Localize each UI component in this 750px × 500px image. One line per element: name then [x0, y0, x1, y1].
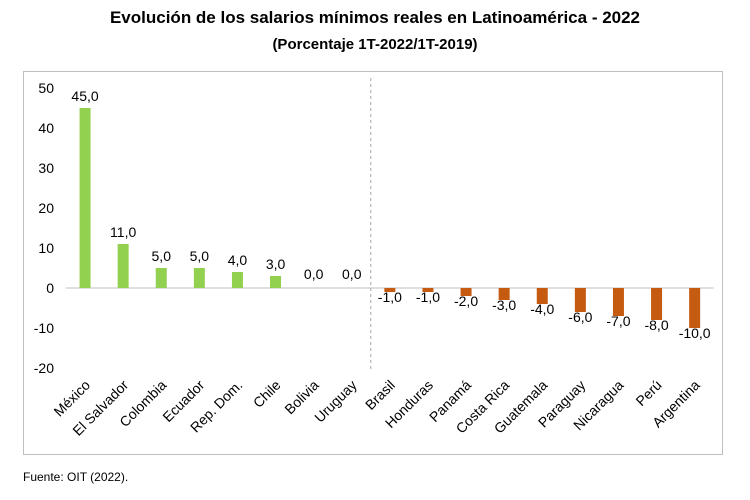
- value-label: -1,0: [378, 289, 402, 305]
- value-label: -3,0: [492, 297, 516, 313]
- chart-title: Evolución de los salarios mínimos reales…: [109, 8, 641, 27]
- y-tick-label: 20: [38, 200, 54, 216]
- y-tick-label: 40: [38, 120, 54, 136]
- value-label: 45,0: [71, 88, 98, 104]
- y-tick-label: 30: [38, 160, 54, 176]
- y-tick-label: 0: [46, 280, 54, 296]
- value-label: -10,0: [679, 325, 711, 341]
- value-label: 0,0: [342, 266, 362, 282]
- bar: [117, 244, 129, 288]
- value-label: -8,0: [644, 317, 668, 333]
- value-label: -2,0: [454, 293, 478, 309]
- x-tick-label: Perú: [632, 377, 664, 409]
- bar: [536, 288, 548, 304]
- bar: [612, 288, 624, 316]
- chart-frame: [23, 71, 723, 455]
- x-tick-label: Brasil: [362, 377, 398, 413]
- y-tick-label: -10: [34, 320, 54, 336]
- value-label: -7,0: [606, 313, 630, 329]
- y-tick-label: 50: [38, 80, 54, 96]
- bar: [460, 288, 472, 296]
- value-label: -4,0: [530, 301, 554, 317]
- bar: [79, 108, 91, 288]
- bar: [574, 288, 586, 312]
- x-tick-label: Uruguay: [311, 377, 360, 426]
- value-label: -6,0: [568, 309, 592, 325]
- value-label: -1,0: [416, 289, 440, 305]
- bar: [193, 268, 205, 288]
- bar: [384, 288, 396, 292]
- bar: [155, 268, 167, 288]
- bar: [231, 272, 243, 288]
- value-label: 11,0: [110, 224, 136, 240]
- value-label: 3,0: [266, 256, 286, 272]
- bar: [498, 288, 510, 300]
- bar: [270, 276, 282, 288]
- bar: [651, 288, 663, 320]
- source-note: Fuente: OIT (2022).: [23, 470, 129, 484]
- y-tick-label: -20: [34, 360, 54, 376]
- value-label: 5,0: [190, 248, 210, 264]
- y-tick-label: 10: [38, 240, 54, 256]
- bar: [422, 288, 434, 292]
- chart-subtitle: (Porcentaje 1T-2022/1T-2019): [272, 36, 478, 53]
- x-tick-label: Chile: [250, 377, 284, 411]
- value-label: 4,0: [228, 252, 248, 268]
- value-label: 5,0: [152, 248, 172, 264]
- value-label: 0,0: [304, 266, 324, 282]
- bar: [689, 288, 701, 328]
